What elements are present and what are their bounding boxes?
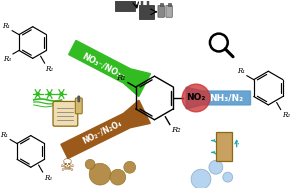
Text: R₁: R₁	[2, 22, 10, 30]
Circle shape	[89, 163, 111, 185]
Circle shape	[60, 93, 63, 95]
Polygon shape	[61, 100, 150, 159]
Circle shape	[209, 160, 223, 174]
Circle shape	[78, 98, 80, 100]
Text: R₂: R₂	[171, 126, 180, 134]
Text: NO₂: NO₂	[186, 94, 206, 102]
Text: R₁: R₁	[117, 74, 126, 82]
Text: NH₃/N₂: NH₃/N₂	[209, 94, 243, 102]
FancyBboxPatch shape	[139, 5, 155, 19]
FancyBboxPatch shape	[167, 3, 170, 6]
FancyBboxPatch shape	[147, 0, 149, 5]
Circle shape	[124, 161, 136, 173]
Text: R₂: R₂	[45, 65, 54, 73]
Text: ☠: ☠	[60, 157, 75, 175]
Circle shape	[36, 93, 39, 95]
Circle shape	[182, 84, 210, 112]
Text: R₁: R₁	[237, 67, 245, 75]
Text: R₂: R₂	[44, 174, 52, 182]
Text: NO₂⁻/N₂O₄: NO₂⁻/N₂O₄	[81, 118, 124, 145]
Circle shape	[85, 159, 95, 169]
Polygon shape	[69, 40, 150, 97]
FancyBboxPatch shape	[216, 132, 232, 161]
Text: R₂: R₂	[282, 111, 290, 119]
Circle shape	[110, 169, 126, 185]
Circle shape	[191, 169, 211, 189]
Text: R₁: R₁	[1, 131, 8, 139]
Circle shape	[223, 172, 233, 182]
Circle shape	[48, 93, 51, 95]
Text: NO₃⁻/NO₂⁻: NO₃⁻/NO₂⁻	[80, 51, 126, 81]
FancyBboxPatch shape	[141, 0, 143, 5]
FancyBboxPatch shape	[53, 101, 78, 126]
FancyBboxPatch shape	[115, 0, 135, 11]
FancyBboxPatch shape	[158, 5, 164, 17]
Circle shape	[78, 96, 80, 98]
Text: R₃: R₃	[3, 55, 11, 63]
FancyBboxPatch shape	[166, 5, 172, 17]
Polygon shape	[186, 87, 251, 109]
FancyBboxPatch shape	[75, 98, 82, 114]
FancyBboxPatch shape	[160, 3, 163, 6]
Circle shape	[78, 100, 80, 102]
